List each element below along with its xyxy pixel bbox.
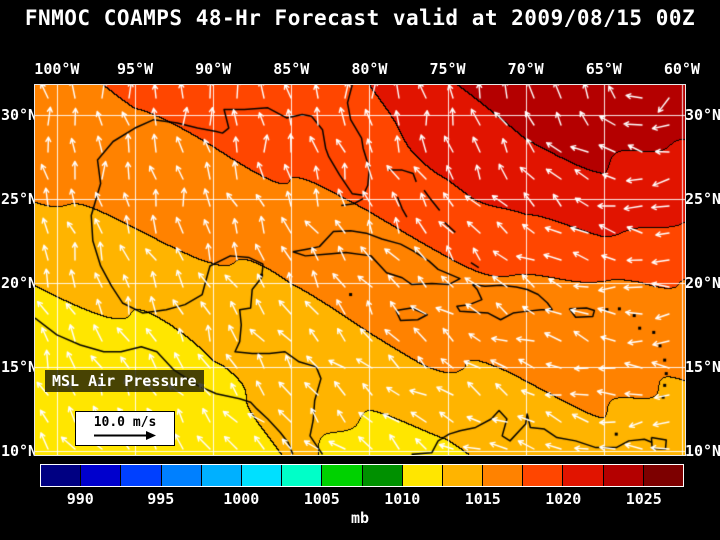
colorbar-segment <box>200 465 241 486</box>
lat-tick-label: 30°N <box>0 105 38 124</box>
map-overlay-canvas <box>35 85 685 455</box>
pressure-colorbar <box>40 464 684 487</box>
colorbar-tick-label: 990 <box>66 490 94 508</box>
lon-tick-label: 75°W <box>429 60 466 78</box>
colorbar-segment <box>361 465 402 486</box>
lon-tick-label: 65°W <box>585 60 622 78</box>
colorbar-segment <box>240 465 282 486</box>
lon-tick-label: 80°W <box>351 60 388 78</box>
lon-tick-label: 95°W <box>116 60 154 78</box>
colorbar-segment <box>482 465 523 486</box>
lon-tick-label: 85°W <box>273 60 310 78</box>
wind-scale-box: 10.0 m/s <box>75 411 175 446</box>
colorbar-segment <box>642 465 683 486</box>
colorbar-segment <box>120 465 161 486</box>
colorbar-segment <box>401 465 442 486</box>
wind-scale-label: 10.0 m/s <box>93 415 157 430</box>
wind-scale-arrow-icon <box>94 431 156 440</box>
colorbar-segment <box>281 465 322 486</box>
lat-tick-label: 30°N <box>684 105 720 124</box>
field-name-label: MSL Air Pressure <box>45 370 204 392</box>
colorbar-segment <box>80 465 121 486</box>
lat-tick-label: 15°N <box>684 357 720 376</box>
lat-tick-label: 25°N <box>684 189 720 208</box>
colorbar-tick-label: 1000 <box>223 490 260 508</box>
forecast-map: MSL Air Pressure 10.0 m/s <box>34 84 686 456</box>
colorbar-tick-label: 995 <box>147 490 175 508</box>
lon-tick-label: 100°W <box>34 60 80 78</box>
colorbar-segment <box>522 465 563 486</box>
page-title: FNMOC COAMPS 48-Hr Forecast valid at 200… <box>24 6 696 30</box>
lat-tick-label: 15°N <box>0 357 38 376</box>
lat-tick-label: 10°N <box>0 441 38 460</box>
lon-tick-label: 60°W <box>663 60 700 78</box>
colorbar-tick-label: 1020 <box>545 490 582 508</box>
lat-tick-label: 25°N <box>0 189 38 208</box>
colorbar-unit-label: mb <box>350 509 370 527</box>
colorbar-segment <box>321 465 362 486</box>
colorbar-segment <box>41 465 81 486</box>
lat-tick-label: 10°N <box>684 441 720 460</box>
colorbar-segment <box>602 465 643 486</box>
lat-tick-label: 20°N <box>0 273 38 292</box>
lon-tick-label: 70°W <box>507 60 544 78</box>
colorbar-tick-label: 1010 <box>384 490 421 508</box>
colorbar-tick-label: 1025 <box>625 490 662 508</box>
lat-tick-label: 20°N <box>684 273 720 292</box>
lon-tick-label: 90°W <box>195 60 232 78</box>
colorbar-tick-label: 1005 <box>303 490 340 508</box>
colorbar-segment <box>562 465 603 486</box>
colorbar-segment <box>160 465 201 486</box>
colorbar-segment <box>441 465 483 486</box>
colorbar-tick-label: 1015 <box>464 490 501 508</box>
